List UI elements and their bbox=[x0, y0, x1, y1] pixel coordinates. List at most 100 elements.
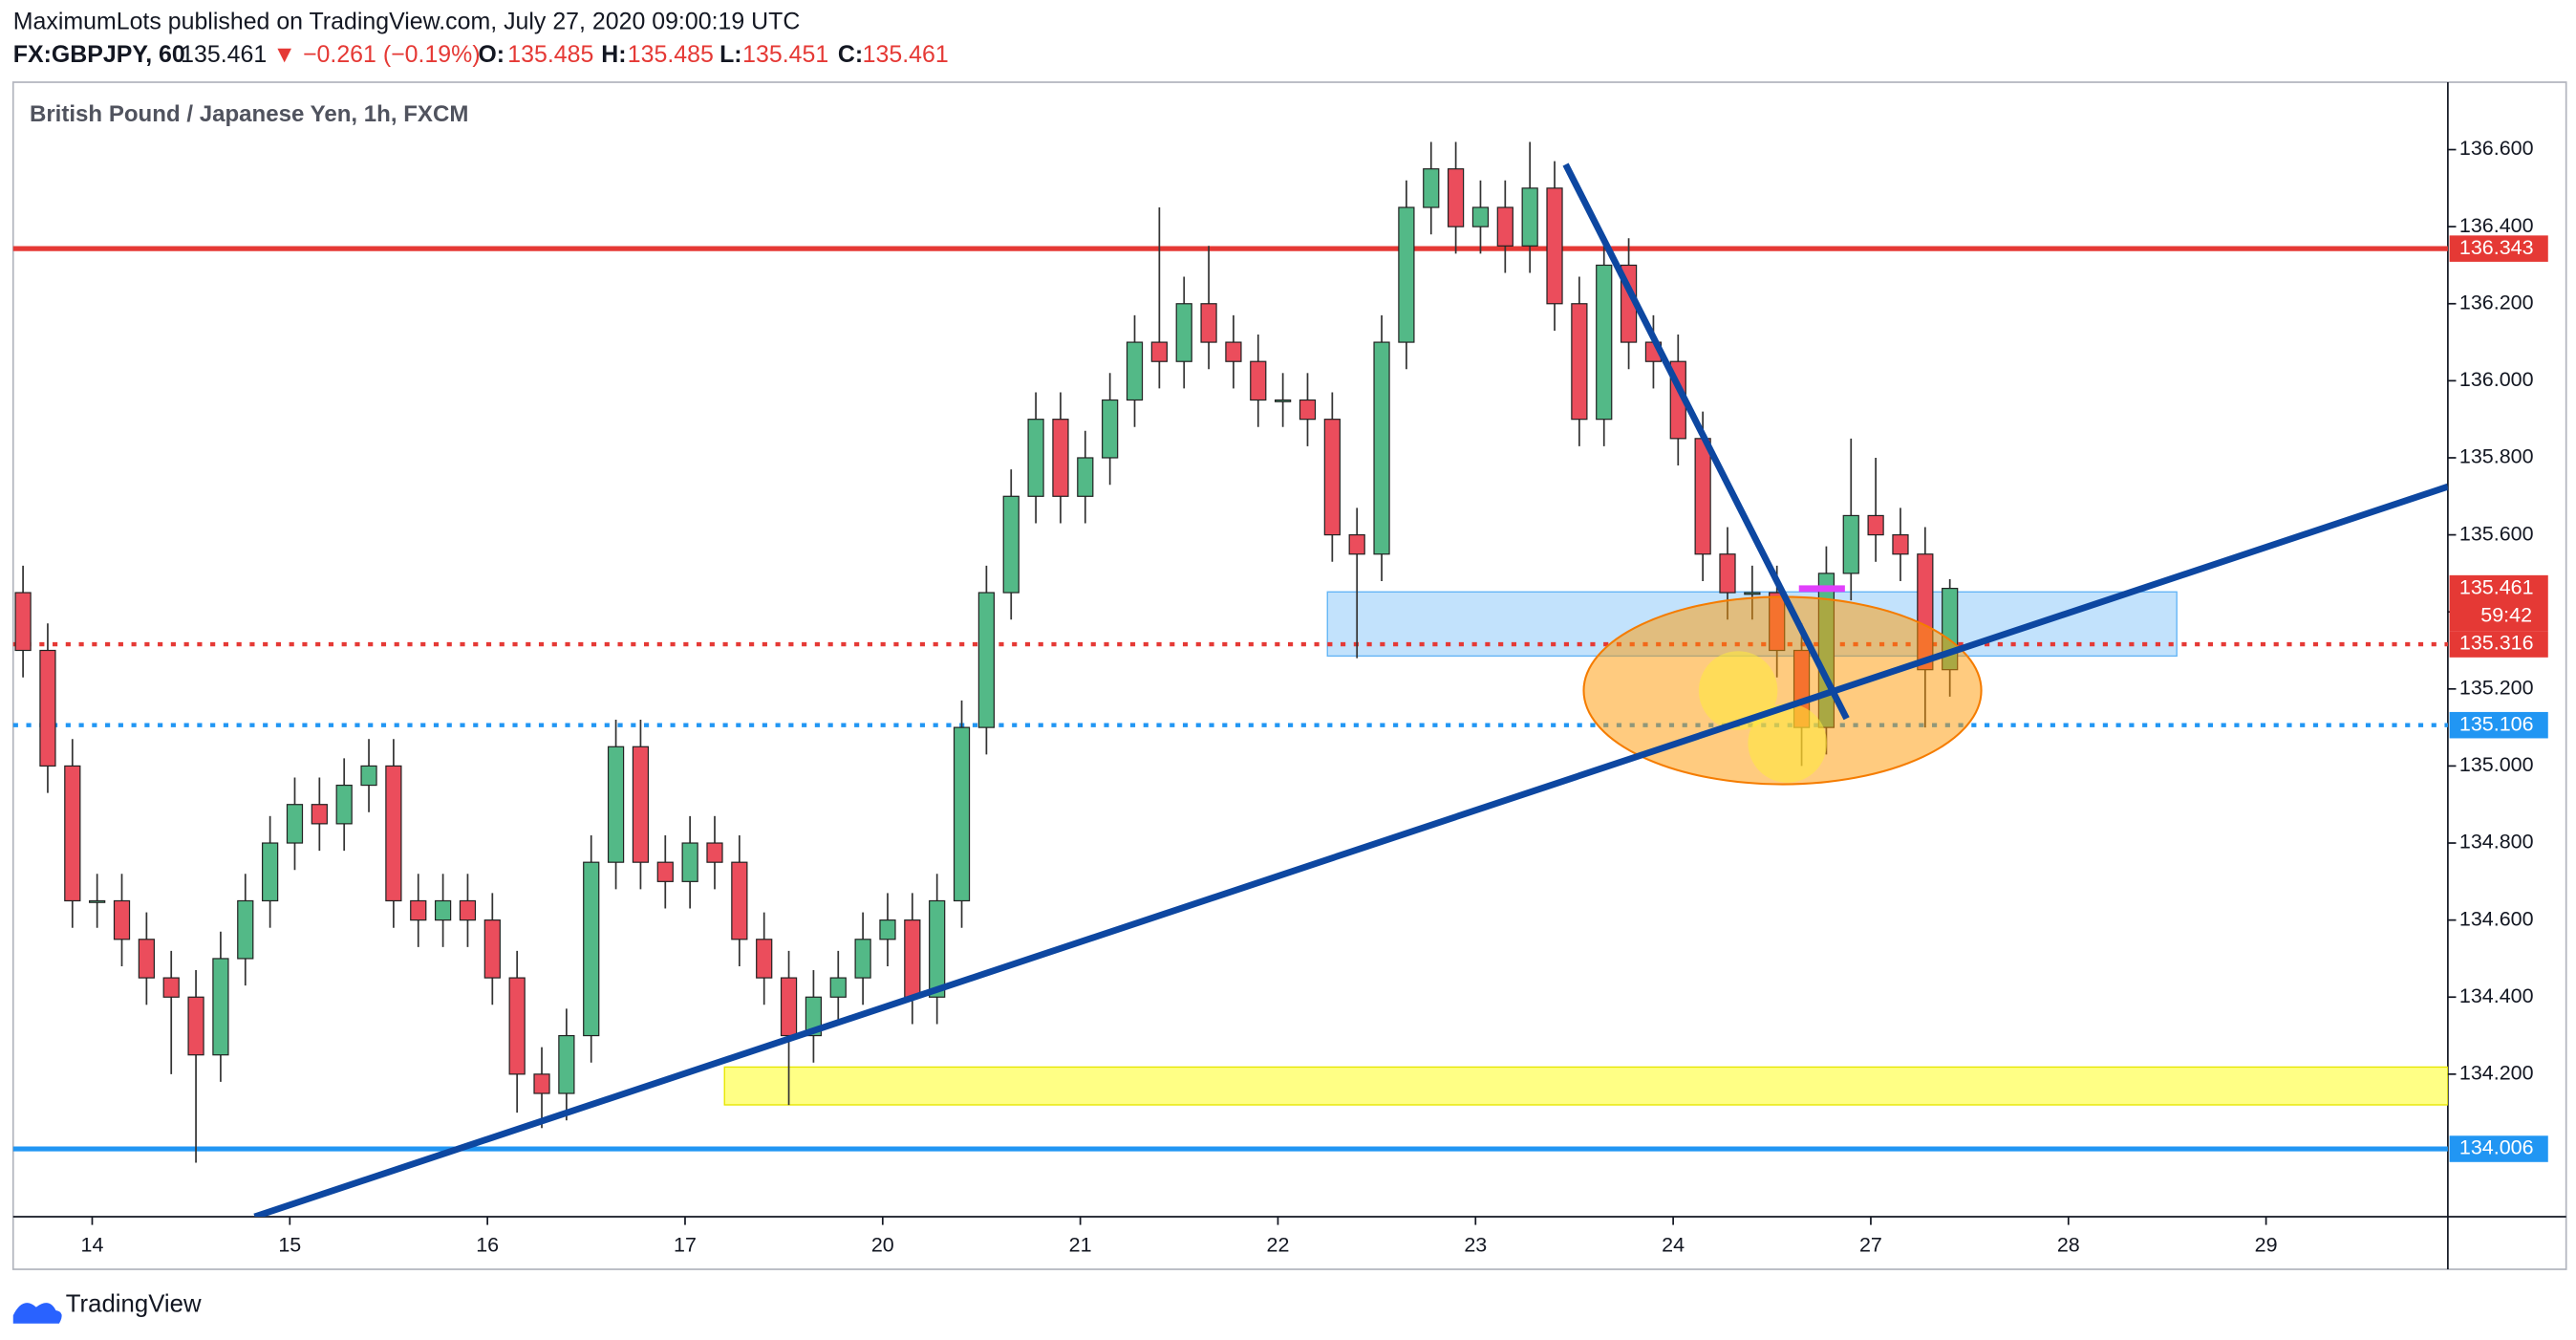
x-tick-label: 21 bbox=[1069, 1234, 1092, 1257]
candle-body bbox=[1398, 206, 1415, 343]
candle-body bbox=[1150, 341, 1168, 362]
candle-body bbox=[1323, 419, 1341, 536]
marker bbox=[1798, 585, 1845, 593]
y-tick-label: 135.800 bbox=[2459, 445, 2534, 468]
candle-body bbox=[929, 899, 946, 998]
candle-body bbox=[1496, 206, 1513, 247]
candle-body bbox=[286, 804, 304, 844]
uptrend-line bbox=[253, 483, 2448, 1217]
candle-body bbox=[1373, 341, 1390, 555]
candle-body bbox=[335, 784, 353, 825]
candle-body bbox=[681, 842, 698, 882]
candle-body bbox=[1077, 457, 1094, 497]
x-tick-label: 14 bbox=[81, 1234, 104, 1257]
symbol: FX:GBPJPY, 60 bbox=[13, 41, 185, 68]
support-zone bbox=[723, 1066, 2448, 1106]
candle-body bbox=[311, 804, 328, 825]
countdown: 59:42 bbox=[2480, 604, 2532, 627]
candle-body bbox=[756, 939, 773, 979]
candle-body bbox=[1596, 264, 1613, 421]
x-tick-label: 24 bbox=[1662, 1234, 1685, 1257]
candle-body bbox=[508, 977, 526, 1075]
candle-body bbox=[1447, 168, 1465, 227]
candle-body bbox=[607, 746, 625, 863]
candle-body bbox=[113, 899, 131, 940]
level-label-box bbox=[2449, 1135, 2548, 1162]
level-label: 135.106 bbox=[2459, 712, 2534, 735]
candle-body bbox=[434, 899, 452, 921]
x-tick-label: 16 bbox=[476, 1234, 499, 1257]
y-tick-label: 134.600 bbox=[2459, 907, 2534, 930]
candle-body bbox=[558, 1034, 575, 1094]
level-label-box bbox=[2449, 711, 2548, 739]
brand: TradingView bbox=[12, 1291, 202, 1324]
candle-body bbox=[780, 977, 798, 1037]
x-tick-label: 22 bbox=[1267, 1234, 1290, 1257]
level-label-box bbox=[2449, 631, 2548, 658]
candle-body bbox=[977, 592, 996, 728]
candle-body bbox=[1102, 399, 1119, 459]
x-tick-label: 27 bbox=[1859, 1234, 1882, 1257]
o-label: O: bbox=[478, 41, 504, 68]
candle-body bbox=[533, 1073, 550, 1094]
downtrend-line bbox=[1562, 162, 1850, 721]
candle-body bbox=[879, 919, 896, 940]
author-line: MaximumLots published on TradingView.com… bbox=[13, 9, 801, 35]
candle-body bbox=[459, 899, 477, 921]
level-label: 134.006 bbox=[2459, 1136, 2534, 1159]
x-tick-label: 20 bbox=[871, 1234, 894, 1257]
candle-body bbox=[1521, 187, 1538, 247]
candle-body bbox=[39, 649, 56, 767]
candle-body bbox=[829, 977, 847, 998]
candle-body bbox=[1719, 553, 1736, 594]
candle-body bbox=[14, 592, 32, 652]
candle-body bbox=[656, 861, 674, 882]
symbol-line: FX:GBPJPY, 60 135.461 ▼ −0.261 (−0.19%) … bbox=[13, 41, 949, 68]
last-price-box bbox=[2449, 574, 2548, 632]
c-label: C: bbox=[838, 41, 863, 68]
candle-body bbox=[1275, 399, 1292, 402]
candle-body bbox=[904, 919, 921, 998]
levels bbox=[12, 246, 2448, 1152]
candle-body bbox=[583, 861, 600, 1037]
l-label: L: bbox=[719, 41, 742, 68]
chart-frame bbox=[11, 81, 2567, 1270]
y-tick-label: 134.800 bbox=[2459, 831, 2534, 854]
candle-body bbox=[1250, 360, 1267, 401]
candle-body bbox=[1744, 592, 1761, 595]
y-tick-label: 135.200 bbox=[2459, 676, 2534, 699]
candle-body bbox=[1694, 438, 1711, 555]
candle-body bbox=[1002, 495, 1020, 594]
candle-body bbox=[1299, 399, 1317, 421]
candle-body bbox=[138, 939, 155, 979]
level-label: 136.343 bbox=[2459, 236, 2534, 259]
h-value: 135.485 bbox=[628, 41, 714, 68]
candle-body bbox=[1546, 187, 1563, 305]
candles bbox=[14, 141, 1959, 1163]
candle-body bbox=[1842, 514, 1859, 574]
y-tick-label: 136.000 bbox=[2459, 368, 2534, 391]
candle-body bbox=[89, 899, 106, 903]
candle-body bbox=[187, 996, 204, 1056]
last: 135.461 bbox=[181, 41, 267, 68]
o-value: 135.485 bbox=[507, 41, 593, 68]
x-tick-label: 15 bbox=[278, 1234, 301, 1257]
candle-body bbox=[1892, 533, 1909, 555]
candle-body bbox=[1027, 419, 1044, 497]
x-tick-label: 23 bbox=[1464, 1234, 1487, 1257]
last-price: 135.461 bbox=[2459, 575, 2534, 598]
candle-body bbox=[212, 958, 229, 1056]
y-tick-label: 136.600 bbox=[2459, 137, 2534, 160]
y-tick-label: 135.000 bbox=[2459, 753, 2534, 776]
level-label-box bbox=[2449, 235, 2548, 262]
y-tick-label: 136.400 bbox=[2459, 214, 2534, 237]
y-tick-label: 134.400 bbox=[2459, 984, 2534, 1007]
candle-body bbox=[1423, 168, 1440, 208]
x-tick-label: 28 bbox=[2057, 1234, 2080, 1257]
candle-body bbox=[162, 977, 180, 998]
h-label: H: bbox=[601, 41, 626, 68]
y-tick-label: 136.200 bbox=[2459, 291, 2534, 313]
candle-body bbox=[360, 765, 377, 787]
candle-body bbox=[237, 899, 254, 960]
